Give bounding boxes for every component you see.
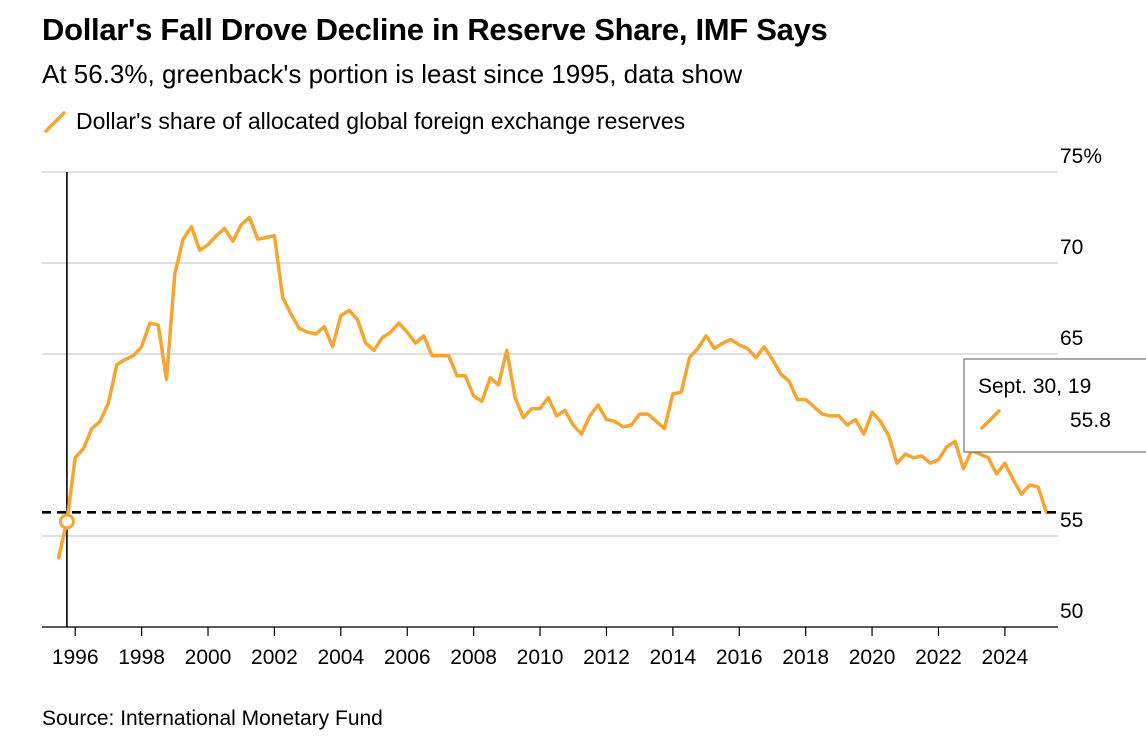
x-tick-label-2004: 2004 xyxy=(317,646,364,669)
x-tick-label-1998: 1998 xyxy=(118,646,165,669)
x-tick-label-1996: 1996 xyxy=(52,646,99,669)
x-tick-label-2014: 2014 xyxy=(649,646,696,669)
tooltip: Sept. 30, 19 55.8 xyxy=(963,358,1146,453)
x-tick-label-2012: 2012 xyxy=(583,646,630,669)
line-chart: 75% 70 65 55 50 1996 1998 2000 2002 2004 2006 2008… xyxy=(42,145,1146,669)
tooltip-series-icon xyxy=(980,409,1001,430)
tooltip-box xyxy=(963,358,1146,453)
x-tick-label-2002: 2002 xyxy=(251,646,298,669)
hover-marker[interactable] xyxy=(58,513,75,530)
x-tick-label-2006: 2006 xyxy=(384,646,431,669)
source-note: Source: International Monetary Fund xyxy=(42,707,383,730)
x-tick-label-2020: 2020 xyxy=(849,646,896,669)
chart-title: Dollar's Fall Drove Decline in Reserve S… xyxy=(42,12,828,47)
legend-swatch-line xyxy=(44,110,66,133)
y-tick-label-70: 70 xyxy=(1060,236,1083,259)
series-line-dollar-share[interactable] xyxy=(56,215,1049,560)
x-tick-label-2008: 2008 xyxy=(450,646,497,669)
x-axis: 1996 1998 2000 2002 2004 2006 2008 2010 2012 2014… xyxy=(42,626,1058,669)
x-tick-label-2000: 2000 xyxy=(185,646,232,669)
x-tick-label-2018: 2018 xyxy=(782,646,829,669)
x-tick-label-2022: 2022 xyxy=(915,646,962,669)
x-tick-label-2010: 2010 xyxy=(517,646,564,669)
y-tick-label-65: 65 xyxy=(1060,327,1083,350)
legend-line-icon xyxy=(44,110,66,133)
y-tick-label-55: 55 xyxy=(1060,509,1083,532)
x-tick-label-2016: 2016 xyxy=(716,646,763,669)
chart-subtitle: At 56.3%, greenback's portion is least s… xyxy=(42,59,743,89)
y-tick-label-50: 50 xyxy=(1060,600,1083,623)
y-tick-label-75: 75% xyxy=(1060,145,1102,168)
legend-label: Dollar's share of allocated global forei… xyxy=(76,108,686,134)
y-axis-labels: 75% 70 65 55 50 xyxy=(1060,145,1102,623)
tooltip-value: 55.8 xyxy=(1070,409,1111,432)
legend: Dollar's share of allocated global forei… xyxy=(42,108,685,135)
x-tick-label-2024: 2024 xyxy=(982,646,1029,669)
tooltip-date: Sept. 30, 19 xyxy=(978,375,1091,398)
